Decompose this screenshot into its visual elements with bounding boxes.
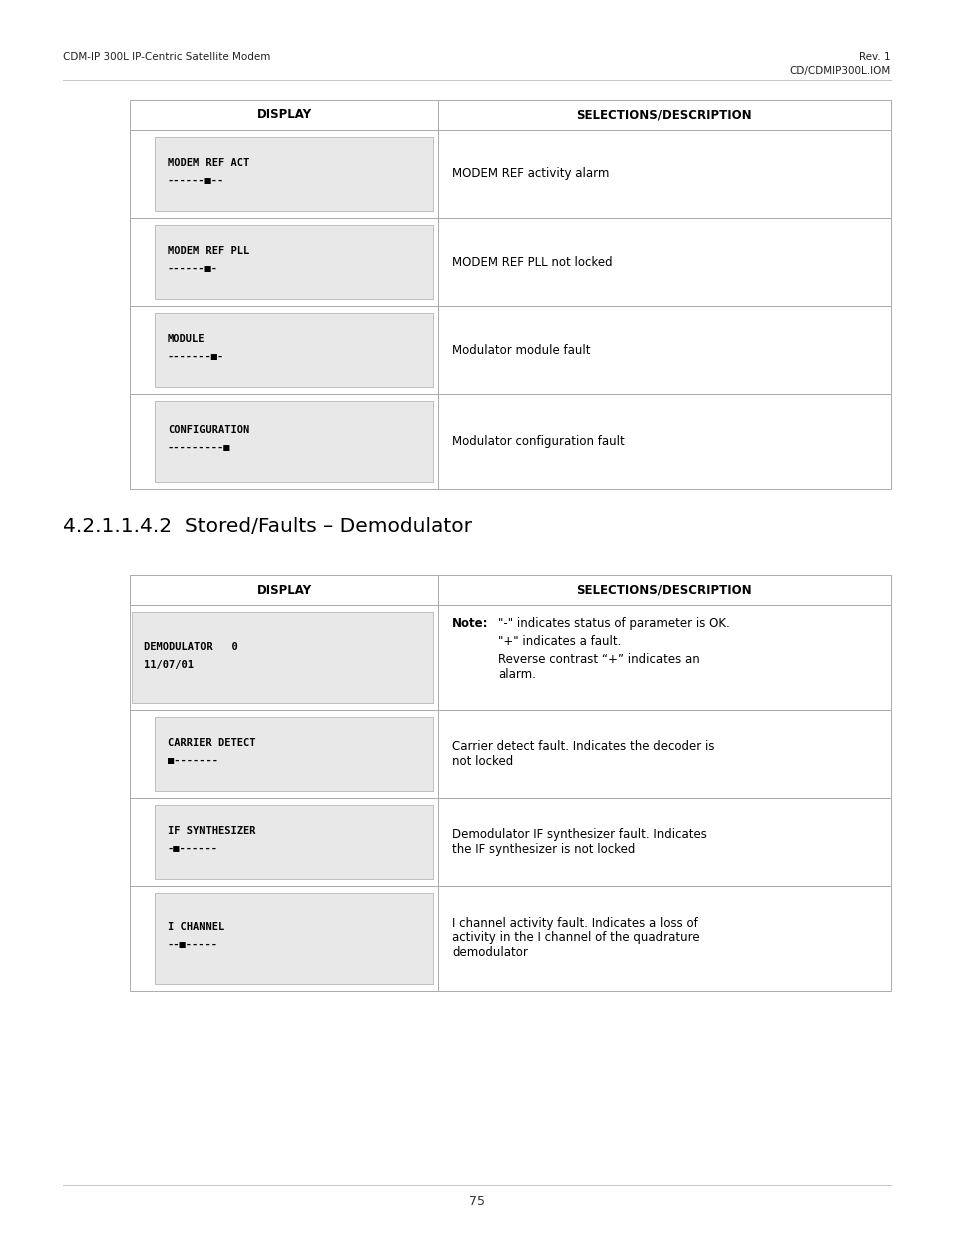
Text: MODEM REF PLL not locked: MODEM REF PLL not locked (452, 256, 612, 268)
Text: CONFIGURATION: CONFIGURATION (168, 425, 249, 435)
Bar (130, 306, 890, 394)
Text: Demodulator IF synthesizer fault. Indicates
the IF synthesizer is not locked: Demodulator IF synthesizer fault. Indica… (452, 827, 706, 856)
Text: ---------■: ---------■ (168, 443, 231, 453)
Bar (154, 137, 433, 211)
Text: Reverse contrast “+” indicates an
alarm.: Reverse contrast “+” indicates an alarm. (497, 653, 699, 680)
Text: Modulator module fault: Modulator module fault (452, 343, 590, 357)
Text: CARRIER DETECT: CARRIER DETECT (168, 739, 255, 748)
Bar (130, 130, 890, 219)
Text: CDM-IP 300L IP-Centric Satellite Modem: CDM-IP 300L IP-Centric Satellite Modem (63, 52, 270, 62)
Bar (130, 710, 890, 798)
Text: ------■--: ------■-- (168, 177, 224, 186)
Text: DEMODULATOR   0: DEMODULATOR 0 (144, 642, 237, 652)
Bar (130, 100, 890, 130)
Text: "+" indicates a fault.: "+" indicates a fault. (497, 635, 620, 648)
Bar (130, 605, 890, 710)
Bar (130, 394, 890, 489)
Bar (154, 718, 433, 790)
Text: DISPLAY: DISPLAY (256, 109, 312, 121)
Text: MODEM REF activity alarm: MODEM REF activity alarm (452, 168, 609, 180)
Bar (130, 576, 890, 605)
Text: CD/CDMIP300L.IOM: CD/CDMIP300L.IOM (789, 65, 890, 77)
Bar (154, 225, 433, 299)
Text: -■------: -■------ (168, 844, 218, 853)
Text: MODULE: MODULE (168, 333, 205, 345)
Text: Carrier detect fault. Indicates the decoder is
not locked: Carrier detect fault. Indicates the deco… (452, 740, 714, 768)
Text: DISPLAY: DISPLAY (256, 583, 312, 597)
Text: --■-----: --■----- (168, 940, 218, 950)
Text: Note:: Note: (452, 618, 488, 630)
Text: IF SYNTHESIZER: IF SYNTHESIZER (168, 826, 255, 836)
Text: Rev. 1: Rev. 1 (859, 52, 890, 62)
Text: 75: 75 (469, 1195, 484, 1208)
Text: "-" indicates status of parameter is OK.: "-" indicates status of parameter is OK. (497, 618, 729, 630)
Text: SELECTIONS/DESCRIPTION: SELECTIONS/DESCRIPTION (576, 109, 751, 121)
Text: SELECTIONS/DESCRIPTION: SELECTIONS/DESCRIPTION (576, 583, 751, 597)
Text: 4.2.1.1.4.2  Stored/Faults – Demodulator: 4.2.1.1.4.2 Stored/Faults – Demodulator (63, 517, 472, 536)
Bar (154, 805, 433, 879)
Text: MODEM REF PLL: MODEM REF PLL (168, 246, 249, 256)
Bar (154, 312, 433, 387)
Bar (130, 798, 890, 885)
Bar (154, 893, 433, 984)
Bar (132, 613, 433, 703)
Bar (154, 401, 433, 482)
Text: ■-------: ■------- (168, 756, 218, 766)
Text: Modulator configuration fault: Modulator configuration fault (452, 435, 624, 447)
Bar (130, 219, 890, 306)
Text: MODEM REF ACT: MODEM REF ACT (168, 158, 249, 168)
Text: ------■-: ------■- (168, 264, 218, 274)
Text: I channel activity fault. Indicates a loss of
activity in the I channel of the q: I channel activity fault. Indicates a lo… (452, 916, 699, 960)
Text: I CHANNEL: I CHANNEL (168, 923, 224, 932)
Text: 11/07/01: 11/07/01 (144, 659, 193, 671)
Text: -------■-: -------■- (168, 352, 224, 362)
Bar (130, 885, 890, 990)
